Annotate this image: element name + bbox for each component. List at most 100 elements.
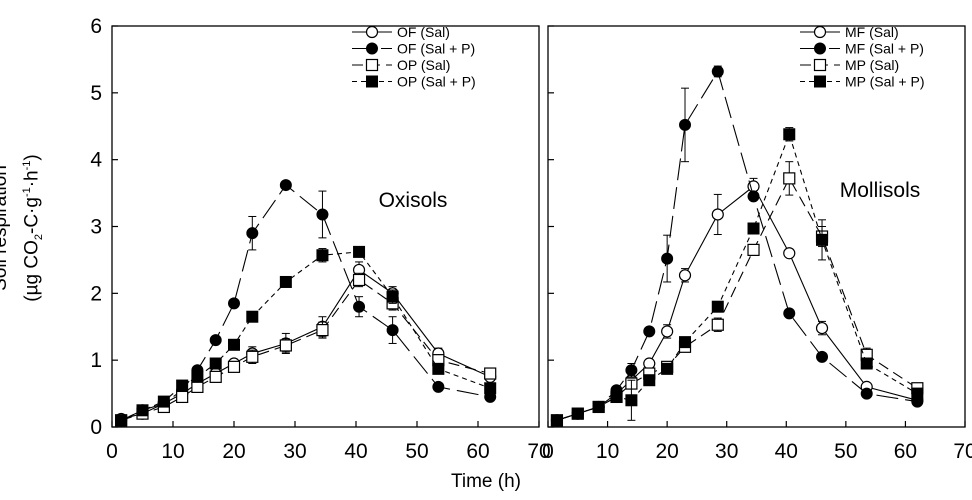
data-point [783,172,796,185]
data-point [550,414,563,427]
legend-label: MP (Sal) [845,57,899,73]
x-tick-label: 60 [466,440,489,463]
x-tick-label: 20 [655,440,678,463]
y-axis-title-sup2: -1 [20,160,33,171]
y-axis-title-suffix: ) [21,154,43,161]
x-tick-label: 20 [222,440,245,463]
x-tick-label: 10 [596,440,619,463]
data-point [176,390,189,404]
y-tick-label: 4 [90,149,102,172]
data-point [815,321,829,335]
legend-marker [813,25,827,39]
y-axis-title-mid2: ·h [21,170,43,188]
x-tick-label: 50 [405,440,428,463]
data-point [610,390,623,403]
series-line [120,251,491,421]
data-point [783,247,796,260]
x-axis-title: Time (h) [450,471,522,492]
data-point [643,325,656,338]
y-axis-title-prefix: (µg CO [21,240,43,302]
data-point [228,338,240,351]
data-point [747,243,760,256]
x-tick-label: 40 [775,440,798,463]
data-point [316,323,329,337]
legend-label: OF (Sal) [397,24,450,40]
data-point [816,233,829,246]
panel-annotation: Oxisols [379,189,448,212]
data-point [625,394,638,407]
data-point [747,222,760,235]
data-point [353,245,366,258]
data-point [711,318,724,331]
data-point [432,380,445,393]
x-tick-label: 40 [344,440,367,463]
legend-marker [366,42,378,55]
x-tick-label: 50 [834,440,857,463]
data-point [661,252,674,265]
data-point [711,300,724,313]
y-axis-title-sup1: -1 [20,187,33,198]
y-tick-label: 1 [90,349,102,372]
data-point [191,380,204,393]
data-point [678,269,692,282]
panel-annotation: Mollisols [840,179,921,202]
data-point [571,407,584,420]
data-point [209,334,222,347]
series-4 [115,245,497,427]
x-tick-label: 10 [161,440,184,463]
data-point [747,190,760,203]
x-tick-label: 30 [283,440,306,463]
x-tick-label: 70 [527,440,550,463]
data-point [352,273,366,287]
data-point [246,350,259,363]
data-point [157,395,170,408]
data-point [679,336,692,349]
data-point [679,118,692,131]
data-point [816,350,829,363]
data-point [279,339,292,352]
legend-marker [814,75,826,88]
data-point [643,374,656,387]
data-point [592,400,605,413]
x-tick-label: 30 [715,440,738,463]
data-point [191,370,204,383]
y-axis-title-mid1: -C·g [21,197,43,234]
x-tick-label: 60 [894,440,917,463]
series-line [556,177,918,421]
data-point [316,249,329,262]
y-tick-label: 6 [90,15,102,38]
y-tick-label: 0 [90,416,102,439]
x-tick-label: 70 [953,440,972,463]
data-point [353,300,366,313]
data-point [386,290,399,303]
data-point [711,65,724,78]
legend-marker [813,58,827,72]
data-point [783,307,796,320]
data-point [209,370,222,383]
y-axis-title-text: Soil respiration (µg CO2-C·g-1·h-1) [0,154,52,302]
legend-marker [365,25,379,39]
y-tick-label: 5 [90,82,102,105]
data-point [279,179,292,192]
series-2 [550,65,924,427]
data-point [661,362,674,375]
data-point [228,297,240,310]
series-2 [115,179,497,427]
data-point [227,360,241,373]
chart-panel-1: 0 10 20 30 40 50 60 70 0 1 2 3 4 5 6 Oxisols OF (Sal)OF … [90,15,550,463]
legend-marker [366,75,378,88]
series-4 [550,127,924,427]
data-point [484,382,497,395]
data-point [176,379,189,392]
data-point [316,208,329,221]
data-point [386,324,399,337]
data-point [783,128,796,141]
y-axis-title-sub: 2 [33,234,46,241]
data-point [115,414,128,427]
data-point [860,387,873,400]
data-point [860,357,873,370]
legend: OF (Sal)OF (Sal + P)OP (Sal)OP (Sal + P) [352,24,476,90]
data-point [911,387,924,400]
